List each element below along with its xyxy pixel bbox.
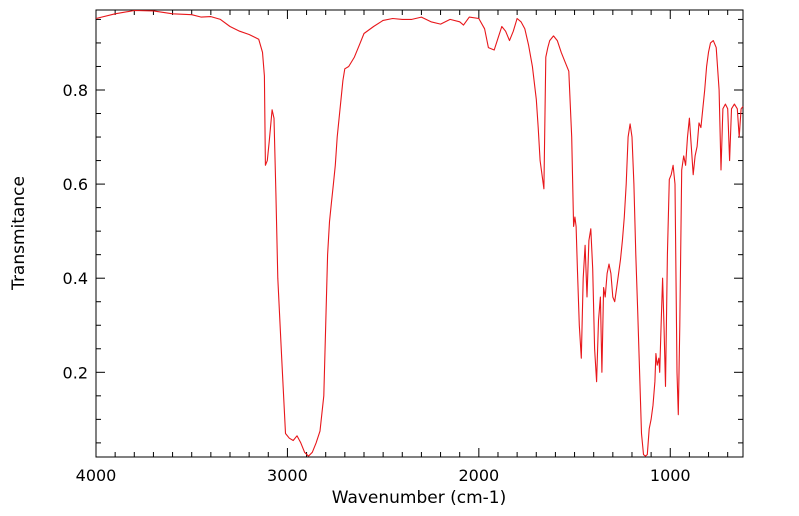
y-tick-label: 0.2 xyxy=(63,363,88,382)
y-tick-label: 0.6 xyxy=(63,175,88,194)
x-tick-label: 2000 xyxy=(458,466,499,485)
y-tick-label: 0.4 xyxy=(63,269,88,288)
plot-border xyxy=(95,9,744,458)
x-axis-title: Wavenumber (cm-1) xyxy=(332,488,507,508)
transmittance-series-line xyxy=(95,9,744,457)
plot-frame xyxy=(95,9,744,458)
y-axis-title: Transmitance xyxy=(9,176,29,291)
x-axis: 4000 3000 2000 1000 xyxy=(76,10,729,485)
y-tick-label: 0.8 xyxy=(63,81,88,100)
x-tick-label: 3000 xyxy=(267,466,308,485)
x-tick-label: 4000 xyxy=(76,466,117,485)
series-layer xyxy=(95,9,744,457)
y-axis: 0.2 0.4 0.6 0.8 xyxy=(63,18,743,444)
x-tick-label: 1000 xyxy=(650,466,691,485)
